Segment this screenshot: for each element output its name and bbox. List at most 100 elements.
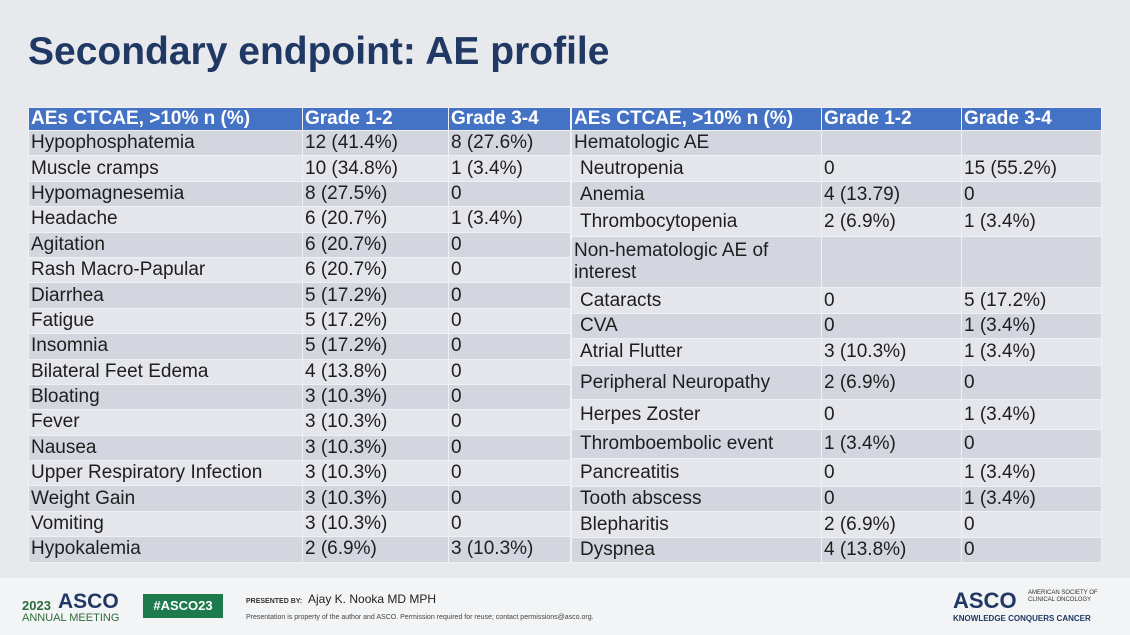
table-cell: 3 (10.3%) — [302, 460, 449, 487]
table-cell: Muscle cramps — [28, 155, 303, 182]
left-table: AEs CTCAE, >10% n (%) Grade 1-2 Grade 3-4 H… — [28, 107, 571, 563]
meeting-year: 2023 — [22, 598, 51, 613]
table-row: Headache 6 (20.7%) 1 (3.4%) — [28, 206, 571, 233]
table-cell: Hematologic AE — [571, 130, 822, 156]
table-row: Dyspnea 4 (13.8%) 0 — [571, 537, 1102, 563]
table-row: Neutropenia 0 15 (55.2%) — [571, 155, 1102, 182]
table-row: Atrial Flutter 3 (10.3%) 1 (3.4%) — [571, 338, 1102, 366]
table-cell: 0 — [821, 313, 962, 339]
table-cell: Dyspnea — [571, 537, 822, 563]
table-cell: 0 — [961, 511, 1102, 538]
table-cell: 0 — [448, 180, 571, 208]
table-cell: 6 (20.7%) — [302, 206, 449, 233]
table-cell: 6 (20.7%) — [302, 256, 449, 284]
table-cell: 1 (3.4%) — [961, 338, 1102, 366]
table-row: Agitation 6 (20.7%) 0 — [28, 231, 571, 258]
table-cell: Fatigue — [28, 307, 303, 335]
table-row: Rash Macro-Papular 6 (20.7%) 0 — [28, 256, 571, 284]
logo-org: AMERICAN SOCIETY OF CLINICAL ONCOLOGY — [1028, 590, 1098, 603]
table-row: Vomiting 3 (10.3%) 0 — [28, 510, 571, 538]
table-cell: Vomiting — [28, 510, 303, 538]
table-cell: 4 (13.79) — [821, 181, 962, 208]
table-cell: 0 — [821, 155, 962, 182]
table-cell: 2 (6.9%) — [302, 536, 449, 563]
header-cell: AEs CTCAE, >10% n (%) — [28, 107, 303, 131]
table-cell: Rash Macro-Papular — [28, 256, 303, 284]
table-cell: 3 (10.3%) — [302, 434, 449, 462]
table-cell: CVA — [571, 313, 822, 339]
table-row: Thromboembolic event 1 (3.4%) 0 — [571, 429, 1102, 459]
table-row: Anemia 4 (13.79) 0 — [571, 181, 1102, 208]
table-cell: 1 (3.4%) — [821, 429, 962, 459]
table-cell: 5 (17.2%) — [302, 282, 449, 309]
table-cell: 0 — [821, 399, 962, 430]
empty-cell — [821, 130, 962, 156]
footer: 2023 ASCO ANNUAL MEETING #ASCO23 PRESENT… — [0, 578, 1130, 635]
table-cell: Cataracts — [571, 287, 822, 314]
table-cell: 10 (34.8%) — [302, 155, 449, 182]
table-cell: Fever — [28, 409, 303, 436]
table-cell: 3 (10.3%) — [821, 338, 962, 366]
header-cell: Grade 3-4 — [961, 107, 1102, 131]
table-cell: 3 (10.3%) — [302, 383, 449, 411]
table-cell: 4 (13.8%) — [821, 537, 962, 563]
table-cell: 0 — [448, 358, 571, 385]
table-row: Muscle cramps 10 (34.8%) 1 (3.4%) — [28, 155, 571, 182]
presented-by-label: PRESENTED BY: — [246, 598, 303, 605]
table-cell: Bloating — [28, 383, 303, 411]
empty-cell — [961, 236, 1102, 288]
table-cell: 3 (10.3%) — [302, 409, 449, 436]
table-cell: 0 — [448, 256, 571, 284]
table-cell: Hypokalemia — [28, 536, 303, 563]
table-row: Upper Respiratory Infection 3 (10.3%) 0 — [28, 460, 571, 487]
logo-tagline: KNOWLEDGE CONQUERS CANCER — [953, 614, 1091, 623]
hashtag: #ASCO23 — [143, 594, 223, 618]
table-cell: Headache — [28, 206, 303, 233]
table-cell: 0 — [961, 537, 1102, 563]
disclaimer: Presentation is property of the author a… — [246, 614, 594, 621]
right-table: AEs CTCAE, >10% n (%) Grade 1-2 Grade 3-4 H… — [571, 107, 1102, 563]
table-cell: 12 (41.4%) — [302, 129, 449, 157]
table-cell: Anemia — [571, 181, 822, 208]
table-cell: 8 (27.6%) — [448, 129, 571, 157]
table-cell: 0 — [821, 458, 962, 487]
table-cell: 2 (6.9%) — [821, 365, 962, 400]
table-cell: Herpes Zoster — [571, 399, 822, 430]
meeting-name: ANNUAL MEETING — [22, 612, 120, 624]
table-row: Peripheral Neuropathy 2 (6.9%) 0 — [571, 365, 1102, 400]
table-cell: 0 — [448, 485, 571, 512]
table-cell: Thromboembolic event — [571, 429, 822, 459]
table-cell: 0 — [448, 307, 571, 335]
table-row: Fever 3 (10.3%) 0 — [28, 409, 571, 436]
table-cell: 5 (17.2%) — [302, 307, 449, 335]
table-cell: Atrial Flutter — [571, 338, 822, 366]
table-cell: 1 (3.4%) — [961, 486, 1102, 512]
table-cell: 0 — [821, 486, 962, 512]
presenter: Ajay K. Nooka MD MPH — [308, 592, 437, 606]
table-row: Weight Gain 3 (10.3%) 0 — [28, 485, 571, 512]
table-cell: 5 (17.2%) — [302, 333, 449, 360]
table-cell: 1 (3.4%) — [961, 207, 1102, 237]
table-cell: Diarrhea — [28, 282, 303, 309]
table-row: Non-hematologic AE of interest — [571, 236, 1102, 288]
table-row: CVA 0 1 (3.4%) — [571, 313, 1102, 339]
table-cell: 0 — [448, 409, 571, 436]
table-cell: 0 — [961, 429, 1102, 459]
table-row: Herpes Zoster 0 1 (3.4%) — [571, 399, 1102, 430]
header-cell: AEs CTCAE, >10% n (%) — [571, 107, 822, 131]
table-row: Hypophosphatemia 12 (41.4%) 8 (27.6%) — [28, 129, 571, 157]
table-cell: Insomnia — [28, 333, 303, 360]
logo-brand: ASCO — [953, 588, 1017, 613]
table-cell: Thrombocytopenia — [571, 207, 822, 237]
table-cell: 1 (3.4%) — [961, 399, 1102, 430]
table-cell: Agitation — [28, 231, 303, 258]
table-cell: Non-hematologic AE of interest — [571, 236, 822, 288]
table-row: Blepharitis 2 (6.9%) 0 — [571, 511, 1102, 538]
table-cell: Upper Respiratory Infection — [28, 460, 303, 487]
empty-cell — [821, 236, 962, 288]
table-row: Insomnia 5 (17.2%) 0 — [28, 333, 571, 360]
slide-title: Secondary endpoint: AE profile — [28, 30, 610, 73]
table-row: Tooth abscess 0 1 (3.4%) — [571, 486, 1102, 512]
table-row: Bilateral Feet Edema 4 (13.8%) 0 — [28, 358, 571, 385]
